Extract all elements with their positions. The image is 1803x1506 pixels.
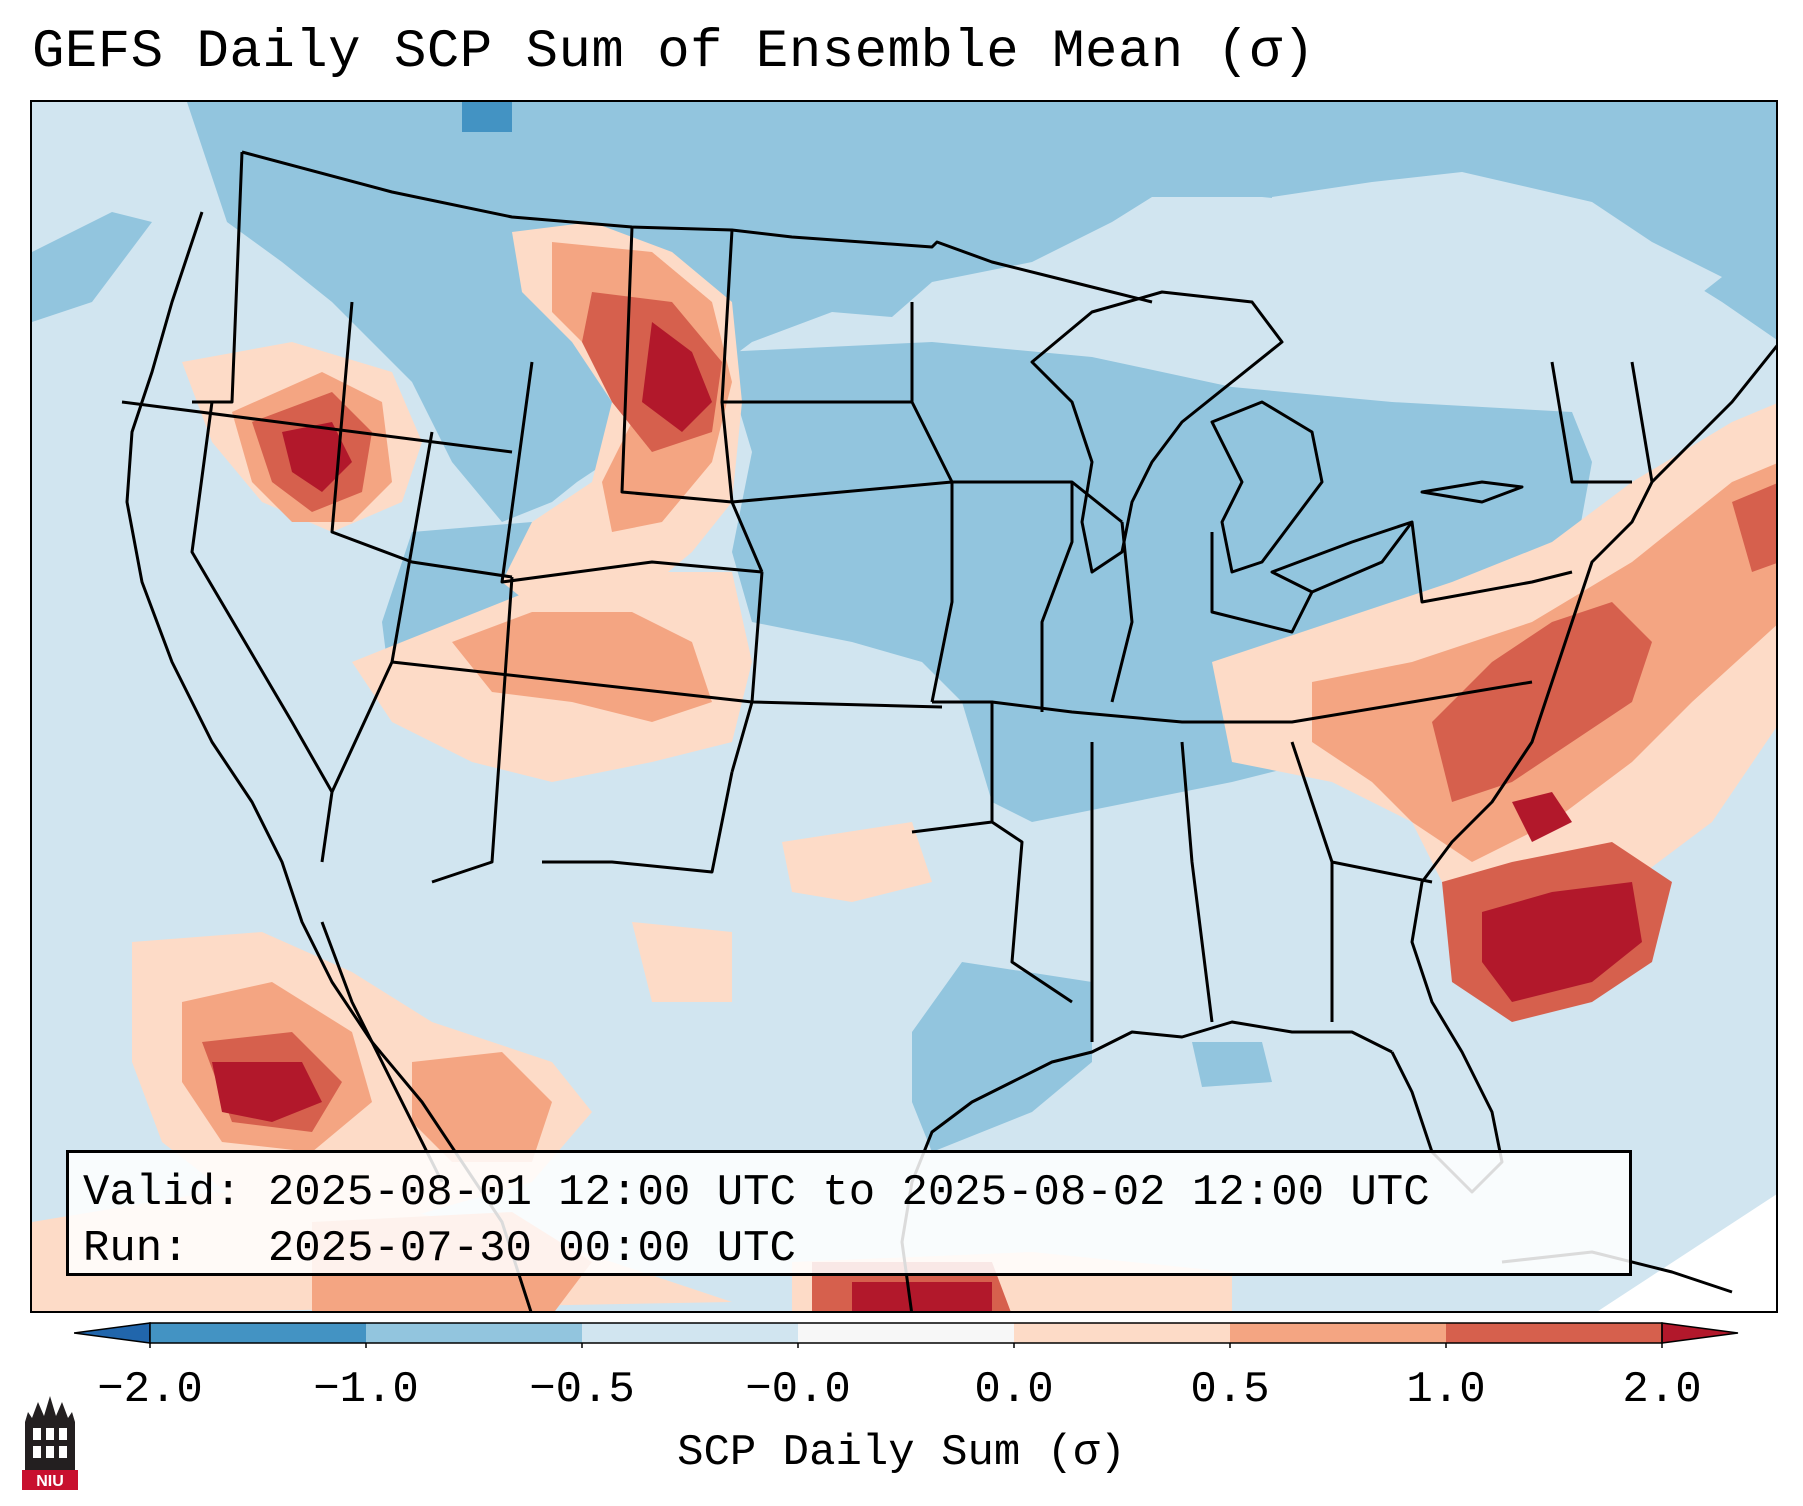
colorbar-bin <box>1446 1323 1662 1343</box>
run-time-line: Run: 2025-07-30 00:00 UTC <box>83 1221 1615 1277</box>
colorbar-label: SCP Daily Sum (σ) <box>0 1428 1803 1478</box>
colorbar-tick-label: 1.0 <box>1406 1365 1485 1415</box>
map-panel <box>30 100 1778 1313</box>
colorbar-bin <box>582 1323 798 1343</box>
colorbar-bin <box>1230 1323 1446 1343</box>
niu-logo: NIU <box>20 1392 80 1492</box>
colorbar-bin <box>366 1323 582 1343</box>
colorbar-tick-label: 2.0 <box>1622 1365 1701 1415</box>
valid-time-line: Valid: 2025-08-01 12:00 UTC to 2025-08-0… <box>83 1165 1615 1221</box>
colorbar-bin <box>798 1323 1014 1343</box>
colorbar-tick-label: −2.0 <box>97 1365 203 1415</box>
colorbar-bin <box>150 1323 366 1343</box>
valid-run-info-box: Valid: 2025-08-01 12:00 UTC to 2025-08-0… <box>66 1150 1632 1276</box>
colorbar-bin <box>1014 1323 1230 1343</box>
logo-text: NIU <box>36 1473 64 1490</box>
colorbar-extend-high <box>1662 1323 1738 1343</box>
strong-negative-patch <box>462 102 512 132</box>
colorbar-tick-label: −1.0 <box>313 1365 419 1415</box>
colorbar-tick-label: −0.5 <box>529 1365 635 1415</box>
scp-anomaly-map <box>32 102 1778 1313</box>
colorbar-tick-label: 0.5 <box>1190 1365 1269 1415</box>
map-title: GEFS Daily SCP Sum of Ensemble Mean (σ) <box>32 22 1315 83</box>
colorbar-tick-label: 0.0 <box>974 1365 1053 1415</box>
colorbar-tick-label: −0.0 <box>745 1365 851 1415</box>
colorbar-extend-low <box>74 1323 150 1343</box>
colorbar <box>74 1318 1744 1348</box>
